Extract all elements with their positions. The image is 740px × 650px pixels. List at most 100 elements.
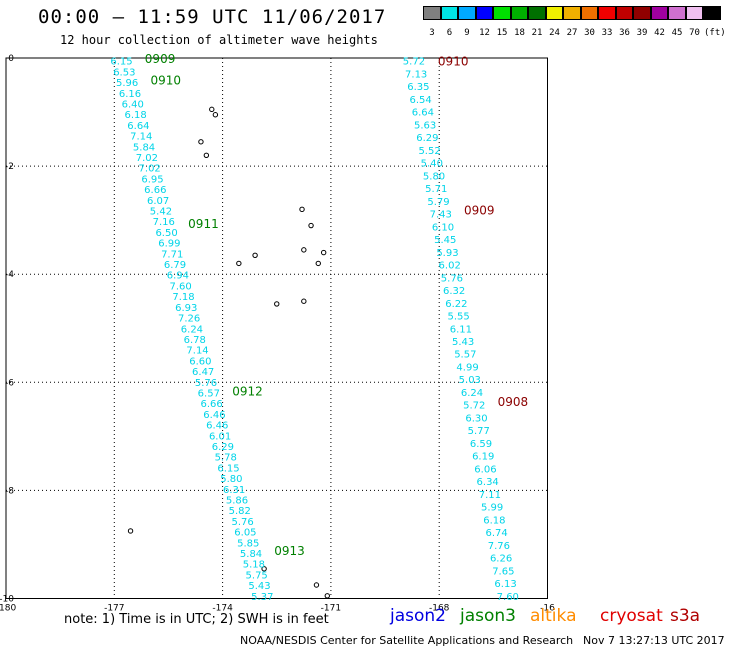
wave-height-value: 6.93 [175,303,197,314]
colorbar-swatch [475,6,493,20]
wave-height-value: 5.72 [403,57,425,68]
island-outline [236,260,242,267]
wave-height-value: 5.76 [195,378,217,389]
island-outline [320,249,327,256]
colorbar-label: 9 [464,28,470,38]
colorbar-label: 45 [671,28,683,38]
track-time-label: 0910 [438,55,469,69]
wave-height-value: 5.45 [434,235,456,246]
track-time-label: 0908 [498,395,529,409]
colorbar-swatch [668,6,686,20]
wave-height-value: 7.16 [153,217,175,228]
wave-height-value: 6.06 [474,464,496,475]
wave-height-value: 6.64 [412,108,434,119]
wave-height-value: 6.53 [113,67,135,78]
wave-height-value: 7.13 [405,69,427,80]
wave-height-value: 5.52 [418,146,440,157]
wave-height-value: 6.18 [124,110,146,121]
wave-height-value: 5.75 [246,570,268,581]
wave-height-value: 5.42 [150,207,172,218]
wave-height-value: 6.46 [206,421,228,432]
colorbar-swatch [598,6,616,20]
wave-height-value: 7.65 [492,566,514,577]
island-outline [308,222,314,229]
wave-height-value: 6.74 [485,528,507,539]
island-outline [252,252,258,258]
wave-height-value: 6.15 [217,463,239,474]
map-subtitle: 12 hour collection of altimeter wave hei… [60,33,378,47]
colorbar-label: 27 [566,28,578,38]
wave-height-value: 6.64 [127,121,149,132]
note-text: note: 1) Time is in UTC; 2) SWH is in fe… [64,612,329,627]
wave-height-value: 6.05 [234,528,256,539]
wave-height-value: 6.40 [122,100,144,111]
legend-s3a: s3a [670,606,701,626]
wave-height-value: 5.37 [251,592,273,603]
wave-height-value: 4.99 [456,362,478,373]
x-tick-label: -16 [540,604,555,614]
wave-height-value: 6.29 [416,133,438,144]
colorbar-label: 3 [429,28,435,38]
wave-height-value: 6.16 [119,89,141,100]
wave-height-value: 6.11 [450,324,472,335]
wave-height-value: 6.78 [184,335,206,346]
wave-height-value: 5.40 [421,159,443,170]
colorbar-swatch [615,6,633,20]
wave-height-value: 5.84 [240,549,262,560]
wave-height-value: 6.50 [155,228,177,239]
wave-height-value: 6.66 [144,185,166,196]
colorbar-label: 39 [636,28,648,38]
island-outline [274,301,280,307]
island-outline [301,298,307,304]
y-tick-label: -8 [5,486,14,496]
island-outline [315,260,321,267]
colorbar-label: 70 [689,28,700,38]
colorbar-swatch [563,6,581,20]
legend-jason2: jason2 [390,606,446,626]
wave-height-value: 5.72 [463,401,485,412]
wave-height-value: 6.30 [465,413,487,424]
wave-height-value: 7.76 [488,541,510,552]
x-tick-label: -168 [429,604,450,614]
legend-jason3: jason3 [460,606,516,626]
wave-height-value: 6.24 [181,324,203,335]
wave-height-value: 5.78 [215,453,237,464]
colorbar-label: 21 [531,28,543,38]
colorbar-swatch [528,6,546,20]
colorbar-label: (ft) [704,28,726,38]
wave-height-value: 6.07 [147,196,169,207]
wave-height-value: 5.84 [133,142,155,153]
colorbar-swatch [440,6,458,20]
wave-height-value: 5.82 [229,506,251,517]
map-frame [5,57,548,599]
wave-height-value: 6.47 [192,367,214,378]
credit-date: Nov 7 13:27:13 UTC 2017 [583,634,725,647]
y-tick-label: -6 [5,378,14,388]
colorbar-swatch [685,6,703,20]
wave-height-value: 6.35 [407,82,429,93]
wave-height-value: 6.95 [141,174,163,185]
legend-altika: altika [530,606,577,626]
wave-height-value: 6.60 [189,356,211,367]
wave-height-value: 7.43 [430,210,452,221]
map-title: 00:00 – 11:59 UTC 11/06/2017 [38,6,387,28]
x-tick-label: -171 [321,604,341,614]
island-outline [212,112,219,118]
x-tick-label: -177 [104,604,124,614]
island-outline [203,152,210,158]
colorbar-swatch [510,6,528,20]
wave-height-value: 7.60 [497,592,519,603]
wave-height-value: 6.34 [477,477,499,488]
wave-height-value: 5.43 [248,581,270,592]
x-tick-label: -174 [212,604,233,614]
colorbar-label: 42 [654,28,665,38]
track-time-label: 0909 [464,203,495,217]
wave-height-value: 6.59 [470,439,492,450]
wave-height-value: 7.02 [136,153,158,164]
wave-height-value: 7.11 [479,490,501,501]
track-time-label: 0911 [188,217,219,231]
colorbar-label: 30 [584,28,595,38]
island-outline [299,206,305,213]
y-tick-label: -10 [0,595,14,605]
wave-height-value: 6.19 [472,452,494,463]
